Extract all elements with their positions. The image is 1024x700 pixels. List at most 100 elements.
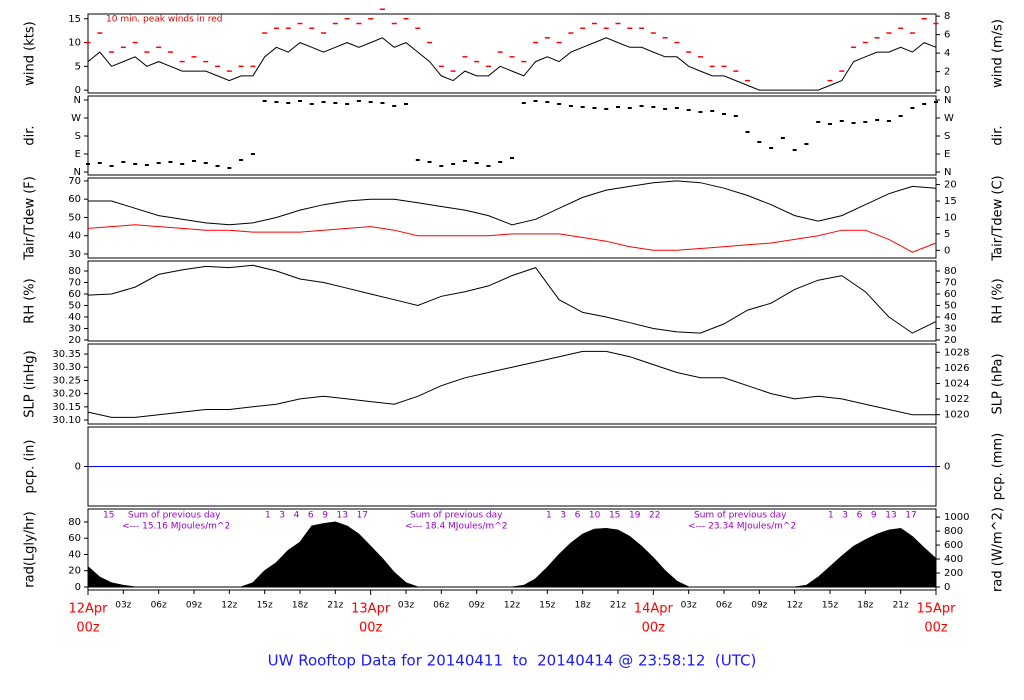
y-tick-label: 20 (68, 335, 81, 346)
dir-point (333, 102, 338, 104)
x-tick-label: 15z (822, 601, 838, 611)
dir-point (627, 107, 632, 109)
dir-point (274, 101, 279, 103)
y-tick-label: 0 (75, 85, 81, 96)
dir-point (592, 107, 597, 109)
dir-point (203, 162, 208, 164)
x-tick-label: 06z (151, 601, 167, 611)
y2-tick-label: 0 (944, 582, 950, 593)
x-tick-label: 15z (257, 601, 273, 611)
dir-point (227, 167, 232, 169)
dir-point (674, 107, 679, 109)
y2-axis-title: wind (m/s) (991, 19, 1006, 88)
y-tick-label: 30.15 (52, 402, 81, 413)
day-tick-label: 15Apr (916, 602, 956, 617)
dir-point (733, 115, 738, 117)
dir-point (616, 106, 620, 108)
annotation: 10 min. peak winds in red (106, 15, 223, 25)
x-tick-label: 09z (751, 601, 767, 611)
y-axis-title: RH (%) (23, 278, 38, 323)
y-axis-title: Tair/Tdew (F) (23, 176, 38, 261)
y-tick-label: 60 (68, 194, 81, 205)
y2-axis-title: SLP (hPa) (991, 353, 1006, 414)
x-tick-label: 12z (504, 601, 520, 611)
y-tick-label: 30 (68, 249, 81, 260)
dir-point (604, 108, 609, 110)
y-tick-label: 5 (75, 61, 81, 72)
dir-point (392, 105, 397, 107)
y-tick-label: 70 (68, 277, 81, 288)
x-tick-label: 18z (292, 601, 308, 611)
dir-point (757, 141, 762, 143)
y2-tick-label: 1022 (944, 394, 969, 405)
day-tick-label: 12Apr (68, 602, 108, 617)
dir-point (321, 101, 326, 103)
dir-point (663, 108, 668, 110)
y2-tick-label: 1020 (944, 410, 969, 421)
x-tick-label: 03z (681, 601, 697, 611)
y-tick-label: 30 (68, 323, 81, 334)
panel-frame (87, 95, 937, 176)
dir-point (498, 161, 503, 163)
annotation: <--- 23.34 MJoules/m^2 (688, 522, 796, 532)
dir-point (769, 147, 774, 149)
y-axis-title: SLP (inHg) (23, 350, 38, 418)
dir-point (922, 103, 927, 105)
x-tick-label: 21z (893, 601, 909, 611)
y-tick-label: 15 (68, 14, 81, 25)
y2-tick-label: 20 (944, 180, 957, 191)
dir-point (250, 153, 255, 155)
y-tick-label: 40 (68, 549, 81, 560)
y-axis-title: dir. (23, 125, 38, 145)
dir-point (521, 102, 526, 104)
day-tick-sublabel: 00z (924, 621, 948, 636)
dir-point (380, 102, 385, 104)
dir-point (404, 103, 408, 105)
radiation-area (87, 521, 937, 588)
dir-point (580, 106, 585, 108)
y-tick-label: N (74, 167, 81, 178)
dir-point (415, 159, 420, 161)
y2-tick-label: 2 (944, 67, 950, 78)
dir-point (792, 149, 797, 151)
y2-tick-label: S (944, 131, 950, 142)
day-tick-label: 14Apr (634, 602, 674, 617)
y-tick-label: 80 (68, 266, 81, 277)
panel-frame (87, 177, 937, 259)
panel-frame (87, 343, 937, 425)
y-tick-label: 10 (68, 38, 81, 49)
y-tick-label: W (71, 113, 81, 124)
y2-tick-label: 0 (944, 85, 950, 96)
y2-tick-label: 5 (944, 229, 950, 240)
dir-point (545, 101, 550, 103)
x-tick-label: 12z (221, 601, 237, 611)
series-line (87, 37, 937, 91)
y2-tick-label: 400 (944, 554, 963, 565)
y2-tick-label: 8 (944, 11, 950, 22)
dir-point (309, 103, 314, 105)
dir-point (804, 143, 809, 145)
dir-point (710, 110, 715, 112)
dir-point (934, 101, 938, 103)
dir-point (192, 160, 196, 162)
annotation: <--- 15.16 MJoules/m^2 (122, 522, 230, 532)
x-tick-label: 18z (575, 601, 591, 611)
x-tick-label: 18z (857, 601, 873, 611)
y2-tick-label: 80 (944, 266, 957, 277)
day-tick-sublabel: 00z (359, 621, 383, 636)
day-tick-sublabel: 00z (642, 621, 666, 636)
dir-point (886, 120, 891, 122)
y-tick-label: 40 (68, 312, 81, 323)
y2-tick-label: 0 (944, 462, 950, 473)
y2-axis-title: RH (%) (991, 278, 1006, 323)
y-tick-label: 60 (68, 533, 81, 544)
y-axis-title: wind (kts) (23, 21, 38, 85)
dir-point (97, 162, 102, 164)
y2-tick-label: 1026 (944, 363, 969, 374)
dir-point (133, 163, 138, 165)
dir-point (345, 103, 350, 105)
y-tick-label: 20 (68, 566, 81, 577)
dir-point (121, 161, 126, 163)
dir-point (144, 164, 149, 166)
y2-tick-label: 40 (944, 312, 957, 323)
